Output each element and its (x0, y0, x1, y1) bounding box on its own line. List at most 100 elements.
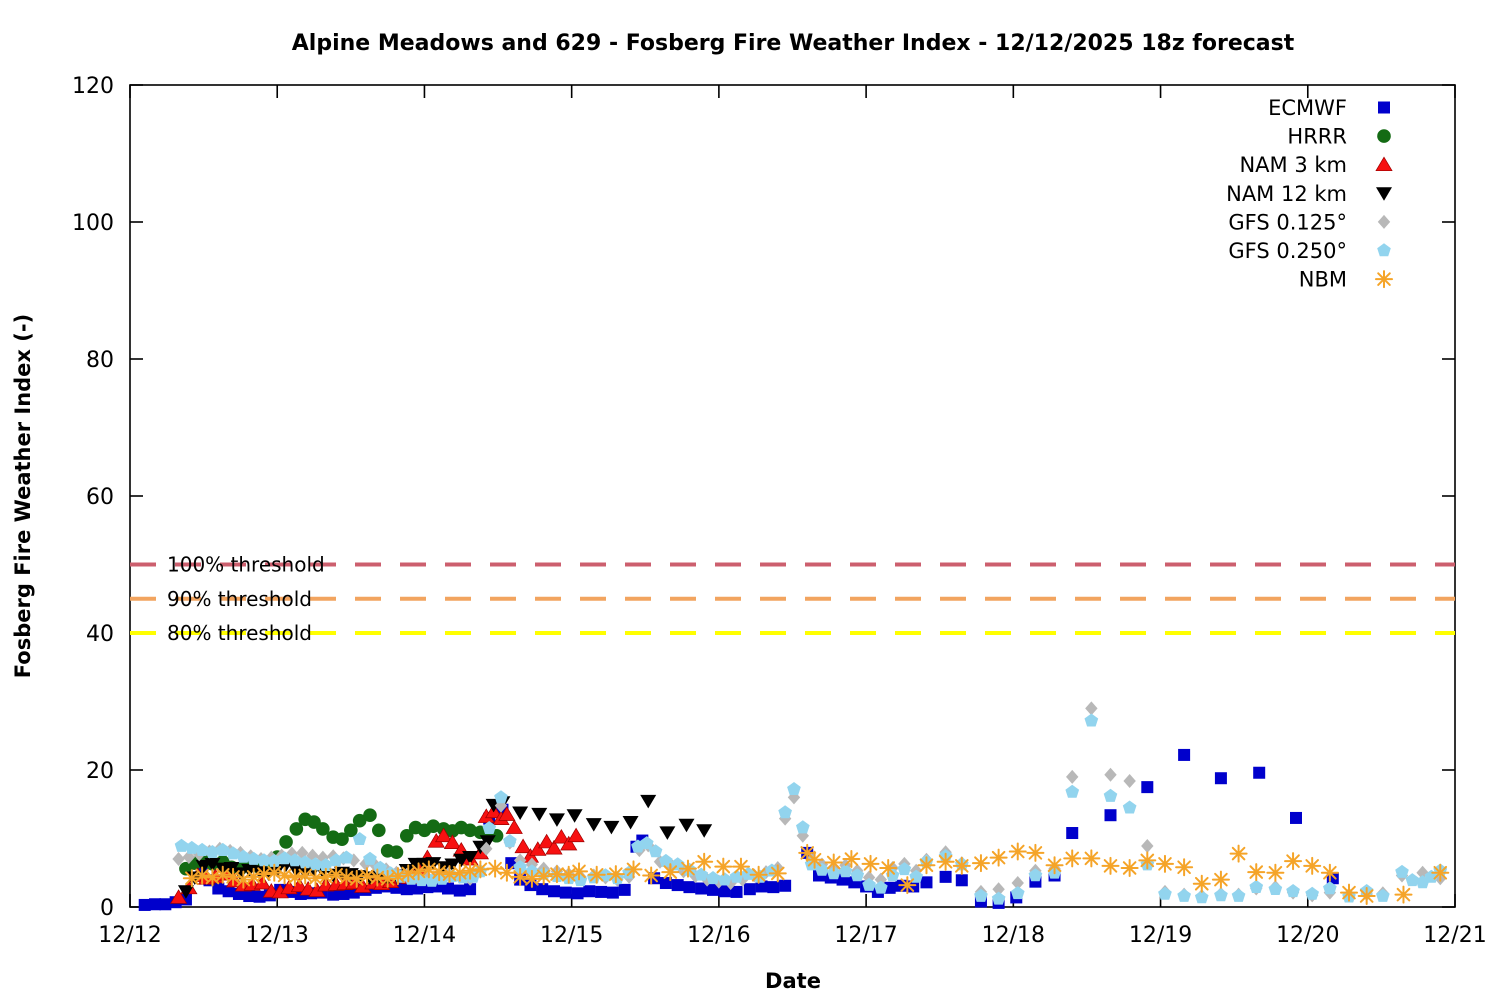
gfs-0-250-marker (215, 842, 230, 856)
nbm-marker (265, 863, 284, 882)
nbm-marker (624, 860, 643, 879)
nbm-marker (842, 850, 861, 869)
legend-marker-nam-12-km (1376, 187, 1392, 201)
nam-12-km-marker (696, 824, 713, 838)
gfs-0-250-marker (862, 877, 876, 891)
legend: ECMWF HRRR NAM 3 km NAM 12 km GFS 0.125° GFS … (1226, 96, 1393, 292)
nbm-marker (1008, 842, 1027, 861)
x-axis-label: Date (765, 969, 821, 993)
nbm-marker (1229, 844, 1248, 863)
nam-12-km-marker (223, 861, 240, 876)
gfs-0-250-marker (838, 864, 853, 878)
ecmwf-marker (559, 886, 572, 899)
nam-3-km-marker (552, 828, 570, 844)
ecmwf-marker (606, 886, 619, 899)
hrrr-marker (399, 828, 414, 843)
gfs-0-250-marker (787, 782, 801, 795)
y-tick-label: 40 (86, 622, 114, 647)
nam-12-km-marker (512, 806, 529, 820)
nam-3-km-marker (529, 841, 547, 856)
nbm-marker (714, 857, 733, 876)
gfs-0-250-marker (778, 805, 792, 819)
gfs-0-250-marker (659, 853, 673, 867)
gfs-0-125-marker (182, 849, 196, 864)
nam-12-km-marker (204, 857, 221, 872)
gfs-0-250-marker (298, 855, 312, 869)
nbm-marker (824, 853, 843, 872)
nam-12-km-marker (585, 818, 602, 832)
nbm-marker (749, 865, 768, 884)
gfs-0-250-marker (1122, 800, 1137, 814)
nam-12-km-marker (622, 816, 639, 830)
ecmwf-marker (671, 879, 684, 892)
gfs-0-250-marker (277, 851, 292, 865)
y-tick-label: 100 (72, 211, 114, 236)
nam-3-km-marker (538, 833, 556, 849)
nbm-marker (388, 867, 407, 886)
nbm-marker (1045, 856, 1064, 875)
legend-label-nam-3-km: NAM 3 km (1239, 153, 1347, 177)
nbm-marker (1155, 854, 1174, 873)
gfs-0-250-marker (494, 790, 508, 804)
nbm-marker (606, 865, 625, 884)
gfs-0-250-marker (226, 846, 240, 860)
hrrr-marker (389, 845, 404, 859)
nbm-marker (678, 859, 697, 878)
ecmwf-marker (222, 885, 235, 898)
gfs-0-250-marker (1231, 888, 1246, 902)
gfs-0-250-marker (257, 853, 271, 867)
gfs-0-250-marker (205, 845, 220, 858)
gfs-0-250-marker (482, 821, 497, 834)
gfs-0-250-marker (503, 834, 517, 848)
ecmwf-marker (883, 881, 896, 894)
threshold-label: 90% threshold (167, 587, 312, 611)
nbm-marker (1357, 887, 1376, 906)
gfs-0-250-marker (1376, 888, 1390, 902)
ecmwf-marker (718, 885, 731, 898)
nbm-marker (285, 868, 304, 887)
ecmwf-marker (159, 898, 172, 911)
gfs-0-250-marker (874, 880, 888, 894)
nbm-marker (1082, 849, 1101, 868)
nam-3-km-marker (514, 838, 532, 854)
nbm-marker (347, 869, 366, 888)
nbm-marker (936, 852, 955, 871)
ecmwf-marker (779, 879, 792, 892)
nbm-marker (805, 850, 824, 869)
nbm-marker (952, 856, 971, 875)
nbm-marker (1026, 843, 1045, 862)
nbm-marker (971, 854, 990, 873)
nbm-marker (587, 865, 606, 884)
hrrr-marker (363, 808, 377, 823)
y-tick-label: 0 (100, 896, 114, 921)
hrrr-marker (316, 822, 330, 836)
ecmwf-marker (571, 887, 584, 900)
ecmwf-marker (618, 883, 631, 896)
gfs-0-250-marker (974, 888, 988, 902)
nbm-marker (522, 869, 541, 888)
nam-3-km-marker (560, 835, 578, 851)
y-tick-label: 60 (86, 485, 114, 510)
nbm-marker (182, 869, 201, 888)
gfs-0-125-marker (992, 882, 1005, 897)
nbm-marker (1340, 883, 1358, 902)
gfs-0-250-marker (236, 849, 251, 863)
nbm-marker (917, 856, 936, 875)
ecmwf-marker (138, 898, 151, 911)
ecmwf-marker (683, 881, 696, 894)
nam-12-km-marker (603, 820, 620, 835)
ecmwf-marker (659, 877, 672, 890)
gfs-0-250-marker (1103, 788, 1118, 802)
nbm-marker (1303, 856, 1322, 875)
legend-label-gfs-0-125: GFS 0.125° (1228, 210, 1347, 234)
legend-marker-gfs-0-125 (1377, 214, 1391, 229)
x-tick-label: 12/12 (98, 923, 161, 948)
nam-3-km-marker (443, 834, 462, 849)
gfs-0-250-marker (706, 871, 720, 885)
gfs-0-125-marker (1416, 865, 1429, 880)
ecmwf-marker (1104, 809, 1117, 822)
nbm-marker (1266, 863, 1285, 882)
ecmwf-marker (920, 876, 933, 889)
